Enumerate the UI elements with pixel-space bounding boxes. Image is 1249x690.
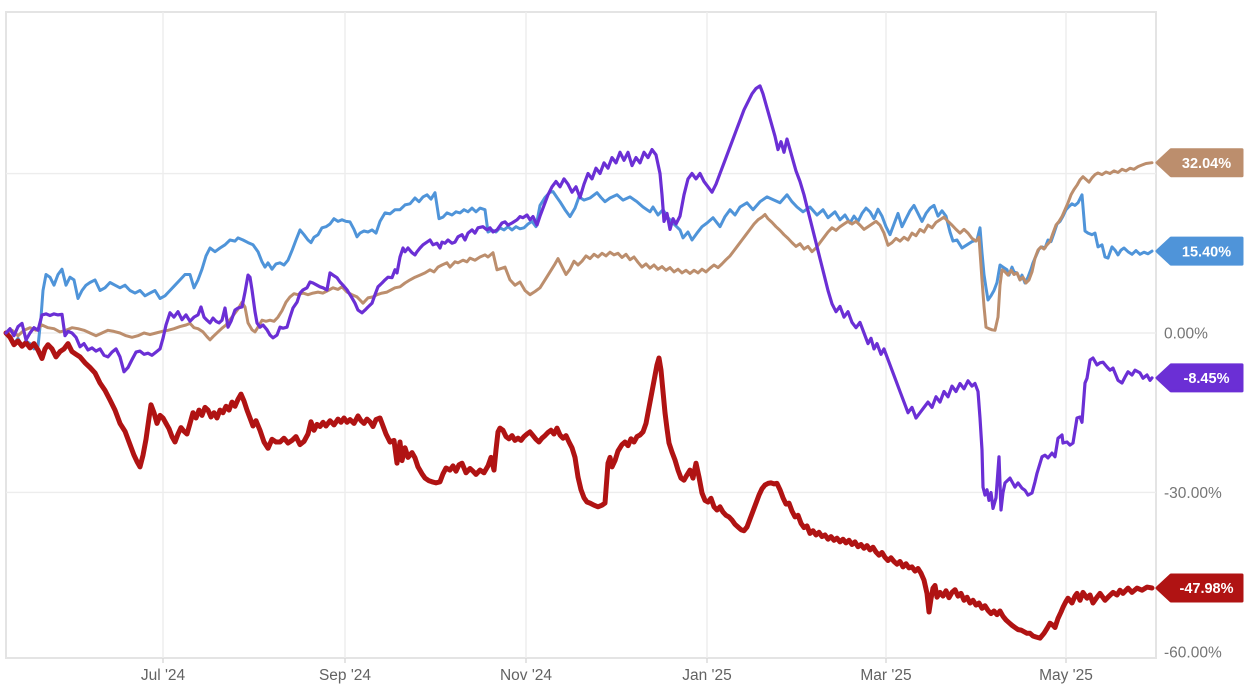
y-axis-label: -30.00% [1164, 485, 1222, 502]
tan-series-end-tag-label: 32.04% [1182, 156, 1231, 172]
purple-series-end-tag-label: -8.45% [1184, 371, 1230, 387]
x-axis-label: Nov '24 [500, 667, 552, 684]
x-axis-label: Sep '24 [319, 667, 371, 684]
y-axis-label: 0.00% [1164, 326, 1208, 343]
purple-series-line [4, 84, 1154, 512]
red-series-line [3, 330, 1155, 641]
tan-series-end-tag [1155, 148, 1244, 178]
red-series-end-tag [1155, 573, 1244, 603]
plot-area[interactable] [5, 11, 1157, 659]
purple-series-end-tag [1155, 363, 1244, 393]
x-axis-label: Jul '24 [141, 667, 186, 684]
tan-series-line [4, 161, 1154, 342]
x-axis-label: Jan '25 [682, 667, 732, 684]
red-series-end-tag-label: -47.98% [1179, 581, 1233, 597]
x-axis-label: May '25 [1039, 667, 1093, 684]
x-axis-label: Mar '25 [860, 667, 911, 684]
blue-series-end-tag-label: 15.40% [1182, 244, 1231, 260]
blue-series-end-tag [1155, 236, 1244, 266]
y-axis-label: -60.00% [1164, 644, 1222, 661]
